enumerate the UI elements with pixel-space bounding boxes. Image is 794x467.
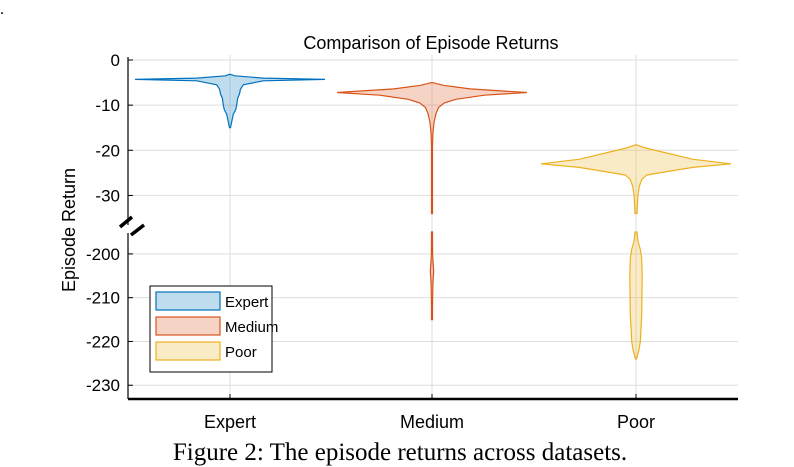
y-tick-label: -220 (86, 332, 120, 351)
y-tick-label: -20 (95, 141, 120, 160)
y-tick-label: -30 (95, 186, 120, 205)
y-tick-label: -10 (95, 96, 120, 115)
leading-mark: . (0, 1, 4, 18)
legend-swatch-poor (155, 341, 221, 361)
x-tick-label: Medium (400, 412, 464, 432)
violin-poor (540, 144, 732, 215)
y-axis-label: Episode Return (59, 168, 79, 292)
x-tick-label: Expert (204, 412, 256, 432)
violin-poor (629, 231, 643, 360)
legend-label: Medium (225, 319, 278, 336)
violin-medium (336, 82, 528, 215)
legend-label: Poor (225, 344, 257, 361)
chart-title: Comparison of Episode Returns (303, 33, 558, 53)
figure-caption: Figure 2: The episode returns across dat… (173, 439, 627, 466)
legend: Expert Medium Poor (149, 285, 278, 373)
x-tick-label: Poor (617, 412, 655, 432)
violins (134, 73, 732, 360)
legend-swatch-medium (155, 316, 221, 336)
legend-box (149, 285, 273, 373)
violin-expert (134, 73, 326, 129)
y-tick-label: -200 (86, 245, 120, 264)
y-tick-label: -230 (86, 376, 120, 395)
axis-break-mark (118, 215, 134, 229)
legend-swatch-expert (155, 291, 221, 311)
legend-label: Expert (225, 294, 269, 311)
y-tick-label: -210 (86, 289, 120, 308)
axes: 0 -10 -20 -30 -200 -210 -220 -230 Expert Medium Po… (86, 51, 738, 432)
violin-medium (429, 231, 435, 321)
axis-break-mark (129, 223, 146, 237)
y-tick-label: 0 (111, 51, 120, 70)
